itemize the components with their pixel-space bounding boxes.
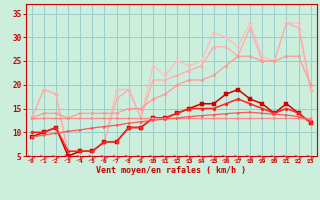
X-axis label: Vent moyen/en rafales ( km/h ): Vent moyen/en rafales ( km/h ) — [96, 166, 246, 175]
